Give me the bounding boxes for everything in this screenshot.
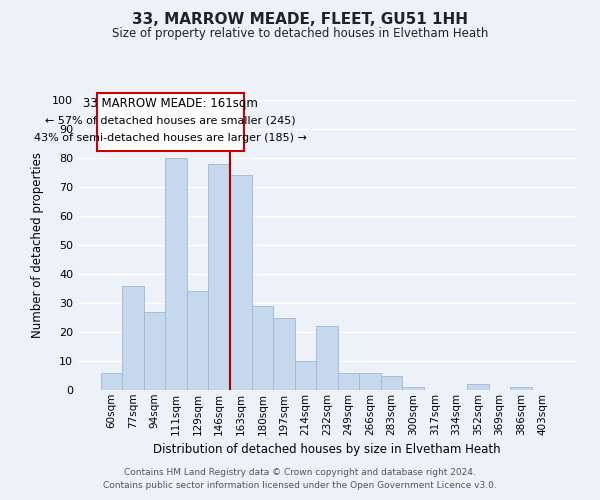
Bar [295, 361, 316, 390]
Bar [359, 372, 381, 390]
Bar [381, 376, 403, 390]
Y-axis label: Number of detached properties: Number of detached properties [31, 152, 44, 338]
Bar [230, 176, 251, 390]
Bar [208, 164, 230, 390]
Text: Size of property relative to detached houses in Elvetham Heath: Size of property relative to detached ho… [112, 28, 488, 40]
Bar [251, 306, 273, 390]
Bar [273, 318, 295, 390]
Bar [338, 372, 359, 390]
X-axis label: Distribution of detached houses by size in Elvetham Heath: Distribution of detached houses by size … [153, 443, 501, 456]
Bar [101, 372, 122, 390]
Text: Contains HM Land Registry data © Crown copyright and database right 2024.: Contains HM Land Registry data © Crown c… [124, 468, 476, 477]
Bar [467, 384, 488, 390]
Bar [144, 312, 166, 390]
Text: Contains public sector information licensed under the Open Government Licence v3: Contains public sector information licen… [103, 482, 497, 490]
Bar [403, 387, 424, 390]
Text: 33 MARROW MEADE: 161sqm: 33 MARROW MEADE: 161sqm [83, 96, 258, 110]
Text: ← 57% of detached houses are smaller (245): ← 57% of detached houses are smaller (24… [45, 116, 296, 126]
Bar [510, 387, 532, 390]
Bar [166, 158, 187, 390]
Text: 43% of semi-detached houses are larger (185) →: 43% of semi-detached houses are larger (… [34, 133, 307, 143]
Bar [122, 286, 144, 390]
Text: 33, MARROW MEADE, FLEET, GU51 1HH: 33, MARROW MEADE, FLEET, GU51 1HH [132, 12, 468, 28]
Bar [187, 292, 208, 390]
Bar [316, 326, 338, 390]
